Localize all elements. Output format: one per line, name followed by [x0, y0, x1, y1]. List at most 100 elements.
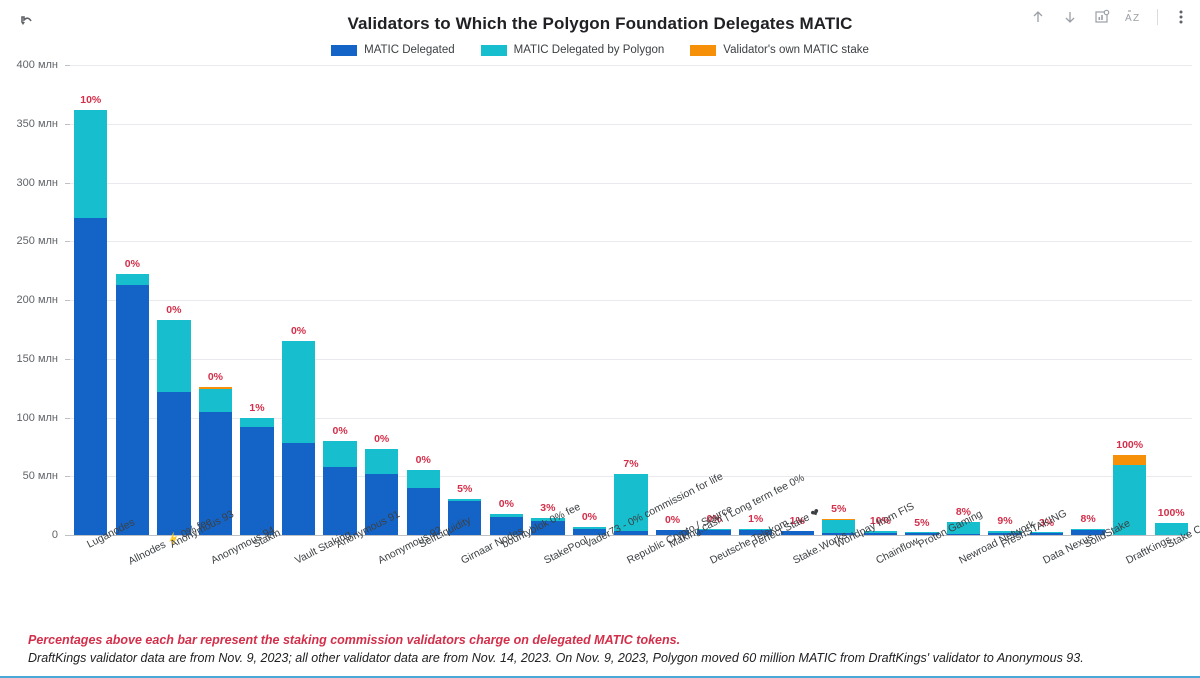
bar-column[interactable] [655, 529, 690, 535]
bar-column[interactable] [281, 341, 316, 535]
bar-column[interactable] [157, 319, 191, 535]
bar-column[interactable] [365, 449, 399, 535]
bar-segment [863, 530, 897, 533]
bar-segment [323, 466, 357, 535]
bar-column[interactable] [1113, 455, 1147, 535]
footnotes: Percentages above each bar represent the… [28, 632, 1188, 667]
commission-label: 100% [1157, 507, 1185, 520]
footnote-data-source: DraftKings validator data are from Nov. … [28, 651, 1084, 665]
commission-label: 8% [955, 506, 972, 519]
legend-item[interactable]: Validator's own MATIC stake [690, 44, 869, 56]
bar-column[interactable] [323, 441, 357, 535]
bar-column[interactable] [739, 528, 773, 535]
chart-toolbar: A Z [1029, 8, 1190, 26]
bar-column[interactable] [531, 517, 565, 535]
commission-label: 0% [664, 513, 681, 526]
svg-text:Z: Z [1133, 13, 1139, 24]
commission-label: 0% [706, 512, 722, 525]
bar-column[interactable] [240, 417, 274, 535]
bar-segment [822, 520, 856, 534]
commission-label: 100% [1116, 439, 1144, 452]
bar-segment [572, 529, 607, 535]
gridline [70, 123, 1192, 125]
bar-column[interactable] [946, 522, 981, 535]
bar-segment [489, 517, 523, 535]
move-up-icon[interactable] [1029, 8, 1047, 26]
bar-segment [739, 529, 773, 535]
commission-label: 0% [332, 425, 348, 437]
bar-segment [281, 443, 316, 535]
commission-label: 7% [623, 457, 639, 470]
bar-segment [365, 449, 399, 474]
bar-segment [448, 499, 482, 501]
gridline [70, 241, 1192, 243]
y-tick-mark [65, 358, 70, 360]
bar-column[interactable] [1071, 528, 1105, 535]
commission-label: 0% [166, 303, 182, 316]
bar-segment [1071, 529, 1105, 535]
gridline [70, 182, 1192, 184]
commission-label: 0% [581, 511, 598, 524]
bar-segment [946, 533, 981, 535]
bar-column[interactable] [572, 527, 607, 535]
bar-column[interactable] [988, 531, 1022, 535]
legend-item[interactable]: MATIC Delegated [331, 44, 455, 56]
bar-segment [1154, 523, 1188, 535]
gridline [70, 417, 1192, 419]
bar-segment [946, 522, 981, 534]
y-tick-label: 300 млн [16, 176, 58, 189]
bar-column[interactable] [448, 499, 482, 535]
y-tick-label: 350 млн [16, 117, 58, 130]
gridline [70, 65, 1192, 66]
bar-segment [281, 341, 316, 444]
bar-segment [406, 488, 440, 535]
more-options-icon[interactable] [1172, 8, 1190, 26]
bar-column[interactable] [198, 386, 233, 535]
bar-segment [780, 531, 814, 535]
y-tick-mark [65, 182, 70, 184]
chart-settings-icon[interactable] [1093, 8, 1111, 26]
bar-column[interactable] [489, 513, 523, 535]
legend-item[interactable]: MATIC Delegated by Polygon [480, 44, 665, 56]
commission-label: 1% [789, 514, 805, 527]
bar-segment [365, 473, 399, 535]
legend-label: MATIC Delegated by Polygon [513, 44, 665, 56]
undo-arrow-icon[interactable] [12, 8, 42, 34]
bottom-accent-bar [0, 676, 1200, 678]
bar-segment [1113, 464, 1147, 535]
bar-segment [198, 386, 233, 390]
bar-segment [240, 417, 274, 427]
move-down-icon[interactable] [1061, 8, 1079, 26]
commission-label: 0% [207, 370, 224, 383]
commission-label: 1% [249, 401, 265, 414]
gridline [70, 535, 1192, 536]
legend-swatch [331, 44, 358, 56]
svg-text:A: A [1125, 13, 1132, 24]
bar-column[interactable] [697, 528, 731, 535]
bar-segment [531, 517, 565, 521]
bar-segment [74, 109, 108, 218]
bar-column[interactable] [863, 530, 897, 535]
sort-alphabetical-icon[interactable]: A Z [1125, 8, 1143, 26]
x-axis-labels: Luganodes Allnodes ⚡ 0% fee Anonymous 93 An… [70, 470, 1200, 628]
bar-column[interactable] [1029, 532, 1064, 535]
bar-column[interactable] [780, 530, 814, 535]
bar-column[interactable] [115, 274, 149, 535]
bar-column[interactable] [822, 518, 856, 535]
bar-segment [1029, 532, 1064, 534]
bar-segment [822, 533, 856, 535]
commission-label: 0% [374, 433, 390, 446]
bar-column[interactable] [1154, 523, 1188, 535]
page-title: Validators to Which the Polygon Foundati… [347, 14, 853, 33]
bar-segment [198, 411, 233, 535]
bar-column[interactable] [614, 473, 648, 535]
bar-series: 10% 0% 0% 0% 1% 0% 0% 0% 0% 5% 0% 3% 0% 7% 0% 0% 1% 1% 5% 1… [70, 65, 1192, 535]
bar-column[interactable] [406, 470, 440, 535]
y-tick-label: 100 млн [16, 411, 58, 424]
bar-column[interactable] [74, 109, 108, 535]
bar-segment [406, 470, 440, 488]
bar-column[interactable] [905, 532, 939, 535]
y-tick-mark [65, 476, 70, 478]
bar-segment [115, 284, 149, 535]
